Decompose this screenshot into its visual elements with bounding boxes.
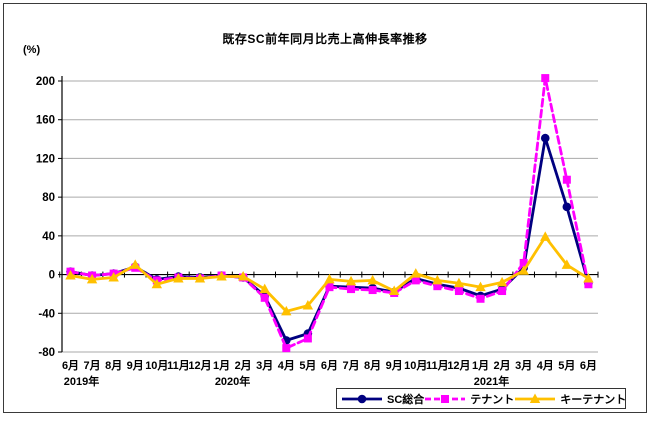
x-tick-label: 10月 bbox=[145, 359, 168, 372]
series-marker-1 bbox=[584, 280, 593, 289]
series-marker-1 bbox=[498, 287, 507, 296]
x-tick-label: 12月 bbox=[188, 359, 211, 372]
legend-label-2: キーテナント bbox=[560, 393, 627, 406]
series-marker-2 bbox=[237, 271, 249, 281]
series-marker-2 bbox=[561, 259, 573, 269]
legend-swatch-circle-icon bbox=[342, 394, 382, 403]
x-tick-label: 8月 bbox=[364, 359, 381, 372]
series-marker-2 bbox=[583, 272, 594, 283]
x-tick-label: 5月 bbox=[299, 359, 316, 372]
legend-label-1: テナント bbox=[470, 393, 515, 406]
legend-label-0: SC総合 bbox=[387, 393, 425, 406]
series-marker-1 bbox=[411, 276, 420, 285]
x-tick-label: 2月 bbox=[494, 359, 511, 372]
series-marker-2 bbox=[389, 285, 400, 296]
series-marker-2 bbox=[410, 268, 421, 278]
x-tick-label: 7月 bbox=[84, 359, 101, 372]
series-marker-2 bbox=[540, 231, 551, 241]
series-marker-2 bbox=[475, 281, 486, 292]
series-marker-2 bbox=[324, 273, 335, 284]
legend-item-1: テナント bbox=[424, 391, 514, 407]
series-marker-2 bbox=[216, 271, 227, 281]
y-tick-label: 0 bbox=[49, 270, 55, 282]
x-tick-label: 4月 bbox=[278, 359, 295, 372]
series-marker-2 bbox=[130, 259, 141, 269]
y-tick-label: 160 bbox=[36, 115, 55, 127]
y-tick-label: -40 bbox=[38, 308, 55, 320]
x-tick-label: 8月 bbox=[105, 359, 122, 372]
series-marker-1 bbox=[260, 293, 269, 302]
x-tick-label: 5月 bbox=[558, 359, 575, 372]
legend-swatch-square-icon bbox=[425, 394, 466, 403]
y-tick-label: 80 bbox=[42, 192, 55, 204]
x-tick-label: 7月 bbox=[342, 359, 359, 372]
series-marker-1 bbox=[541, 74, 550, 83]
x-tick-label: 6月 bbox=[62, 359, 79, 372]
x-tick-label: 12月 bbox=[447, 359, 470, 372]
x-tick-label: 6月 bbox=[580, 359, 597, 372]
series-line-1 bbox=[69, 76, 590, 350]
series-marker-1 bbox=[347, 285, 356, 294]
series-marker-2 bbox=[518, 265, 529, 275]
series-marker-0 bbox=[562, 202, 572, 212]
series-marker-2 bbox=[86, 273, 98, 284]
x-tick-label: 2月 bbox=[235, 359, 252, 372]
series-marker-2 bbox=[259, 283, 270, 294]
x-tick-label: 6月 bbox=[321, 359, 338, 372]
x-tick-label: 3月 bbox=[515, 359, 532, 372]
chart-title: 既存SC前年同月比売上高伸長率推移 bbox=[222, 32, 428, 46]
series-marker-1 bbox=[433, 282, 442, 291]
x-tick-label: 9月 bbox=[127, 359, 144, 372]
series-marker-2 bbox=[496, 276, 508, 287]
x-tick-label: 9月 bbox=[386, 359, 403, 372]
x-tick-label: 11月 bbox=[426, 359, 449, 372]
series-marker-1 bbox=[454, 287, 463, 296]
legend-item-0: SC総合 bbox=[341, 391, 424, 407]
series-marker-2 bbox=[173, 272, 184, 283]
series-marker-2 bbox=[194, 272, 206, 283]
series-marker-1 bbox=[562, 175, 571, 184]
series-marker-1 bbox=[519, 258, 528, 267]
legend: SC総合 テナント キーテナント bbox=[336, 388, 626, 409]
series-marker-2 bbox=[108, 271, 119, 282]
x-tick-label: 4月 bbox=[537, 359, 554, 372]
legend-swatch-triangle-icon bbox=[515, 393, 556, 403]
series-marker-1 bbox=[282, 344, 291, 353]
year-label: 2020年 bbox=[215, 374, 250, 388]
series-marker-1 bbox=[368, 286, 377, 295]
series-marker-1 bbox=[303, 334, 312, 343]
x-tick-label: 10月 bbox=[404, 359, 427, 372]
series-marker-1 bbox=[325, 283, 334, 292]
chart-frame bbox=[3, 3, 647, 413]
series-marker-2 bbox=[281, 305, 292, 316]
year-label: 2021年 bbox=[474, 374, 509, 388]
y-tick-label: 120 bbox=[36, 153, 55, 165]
series-marker-2 bbox=[367, 274, 378, 285]
y-tick-label: 40 bbox=[42, 231, 55, 243]
series-marker-1 bbox=[476, 294, 485, 303]
series-marker-2 bbox=[302, 300, 314, 310]
y-tick-label: -80 bbox=[38, 347, 55, 359]
series-marker-2 bbox=[453, 277, 465, 288]
y-axis-unit-label: (%) bbox=[23, 44, 41, 56]
x-tick-label: 11月 bbox=[167, 359, 190, 372]
series-marker-2 bbox=[65, 270, 76, 280]
year-label: 2019年 bbox=[64, 374, 99, 388]
y-tick-label: 200 bbox=[36, 76, 55, 88]
x-tick-label: 1月 bbox=[213, 359, 230, 372]
series-line-0 bbox=[69, 136, 590, 342]
x-tick-label: 1月 bbox=[472, 359, 489, 372]
legend-item-2: キーテナント bbox=[514, 391, 626, 407]
series-marker-0 bbox=[540, 133, 550, 143]
series-marker-2 bbox=[151, 278, 163, 289]
x-tick-label: 3月 bbox=[256, 359, 273, 372]
series-marker-2 bbox=[432, 274, 443, 285]
series-marker-2 bbox=[345, 275, 357, 286]
